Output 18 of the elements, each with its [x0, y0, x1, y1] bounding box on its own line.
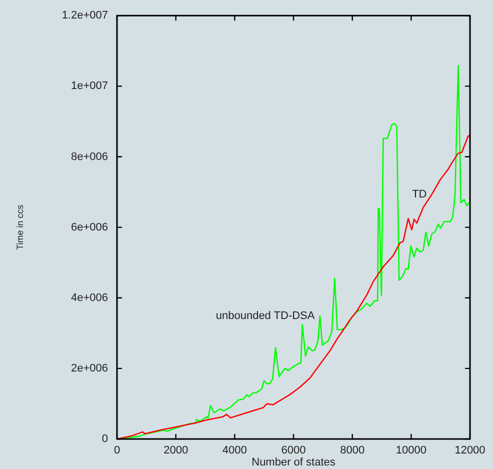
x-tick-label: 8000 [340, 444, 365, 457]
y-tick-label: 4e+006 [70, 292, 108, 304]
x-tick-label: 0 [114, 444, 120, 457]
x-tick-label: 2000 [164, 444, 188, 457]
x-tick-label: 4000 [222, 444, 247, 457]
series-label: unbounded TD-DSA [216, 310, 316, 322]
x-axis-title: Number of states [252, 456, 336, 468]
series-label: TD [412, 188, 427, 201]
x-tick-label: 10000 [396, 444, 426, 457]
y-axis-title: Time in ccs [14, 204, 25, 250]
y-tick-label: 2e+006 [70, 362, 108, 374]
x-tick-label: 6000 [281, 444, 306, 457]
y-tick-label: 0 [102, 433, 108, 446]
y-tick-label: 1e+007 [70, 80, 108, 92]
y-tick-label: 6e+006 [70, 221, 108, 234]
y-tick-label: 1.2e+007 [62, 10, 108, 22]
y-tick-label: 8e+006 [70, 150, 108, 163]
x-tick-label: 12000 [454, 444, 486, 457]
